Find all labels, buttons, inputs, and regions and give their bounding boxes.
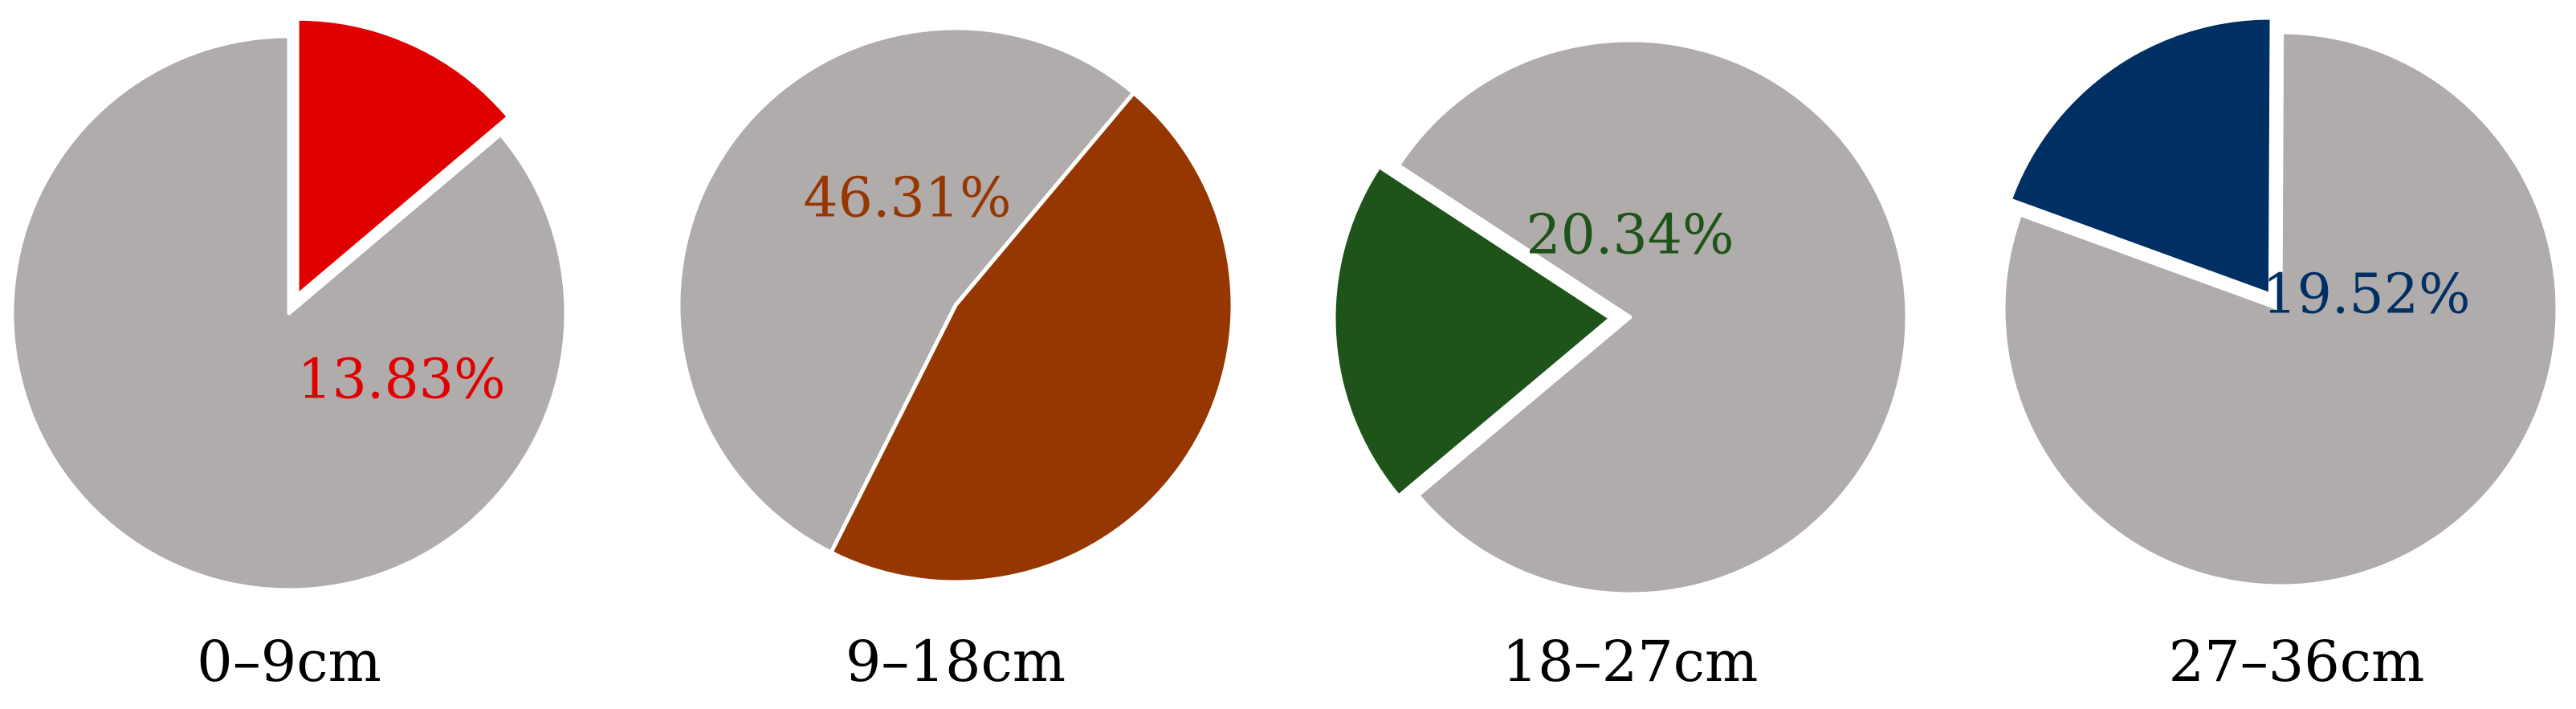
pie-slices (676, 26, 1235, 585)
highlight-percent-label: 13.83% (297, 348, 505, 412)
highlight-percent-label: 19.52% (2262, 263, 2470, 327)
category-label: 9–18cm (846, 629, 1066, 695)
highlighted-slice (2007, 15, 2274, 297)
pie-chart-0-9cm: 13.83% 0–9cm (10, 16, 569, 695)
pie-chart-9-18cm: 46.31% 9–18cm (676, 26, 1235, 695)
remainder-slice (676, 26, 1136, 555)
category-label: 0–9cm (197, 629, 381, 695)
remainder-slice (10, 34, 569, 593)
remainder-slice (2001, 30, 2560, 589)
category-label: 27–36cm (2169, 629, 2425, 695)
highlight-percent-label: 46.31% (803, 167, 1011, 230)
highlighted-slice (1331, 164, 1613, 499)
pie-slices (2001, 15, 2560, 589)
highlighted-slice (829, 91, 1235, 585)
highlight-percent-label: 20.34% (1526, 204, 1734, 267)
pie-slices (1331, 38, 1910, 597)
pie-chart-27-36cm: 19.52% 27–36cm (2001, 15, 2560, 695)
pie-slices (10, 16, 569, 593)
remainder-slice (1396, 38, 1910, 597)
highlighted-slice (295, 16, 512, 298)
pie-chart-18-27cm: 20.34% 18–27cm (1331, 38, 1910, 695)
category-label: 18–27cm (1502, 629, 1759, 695)
